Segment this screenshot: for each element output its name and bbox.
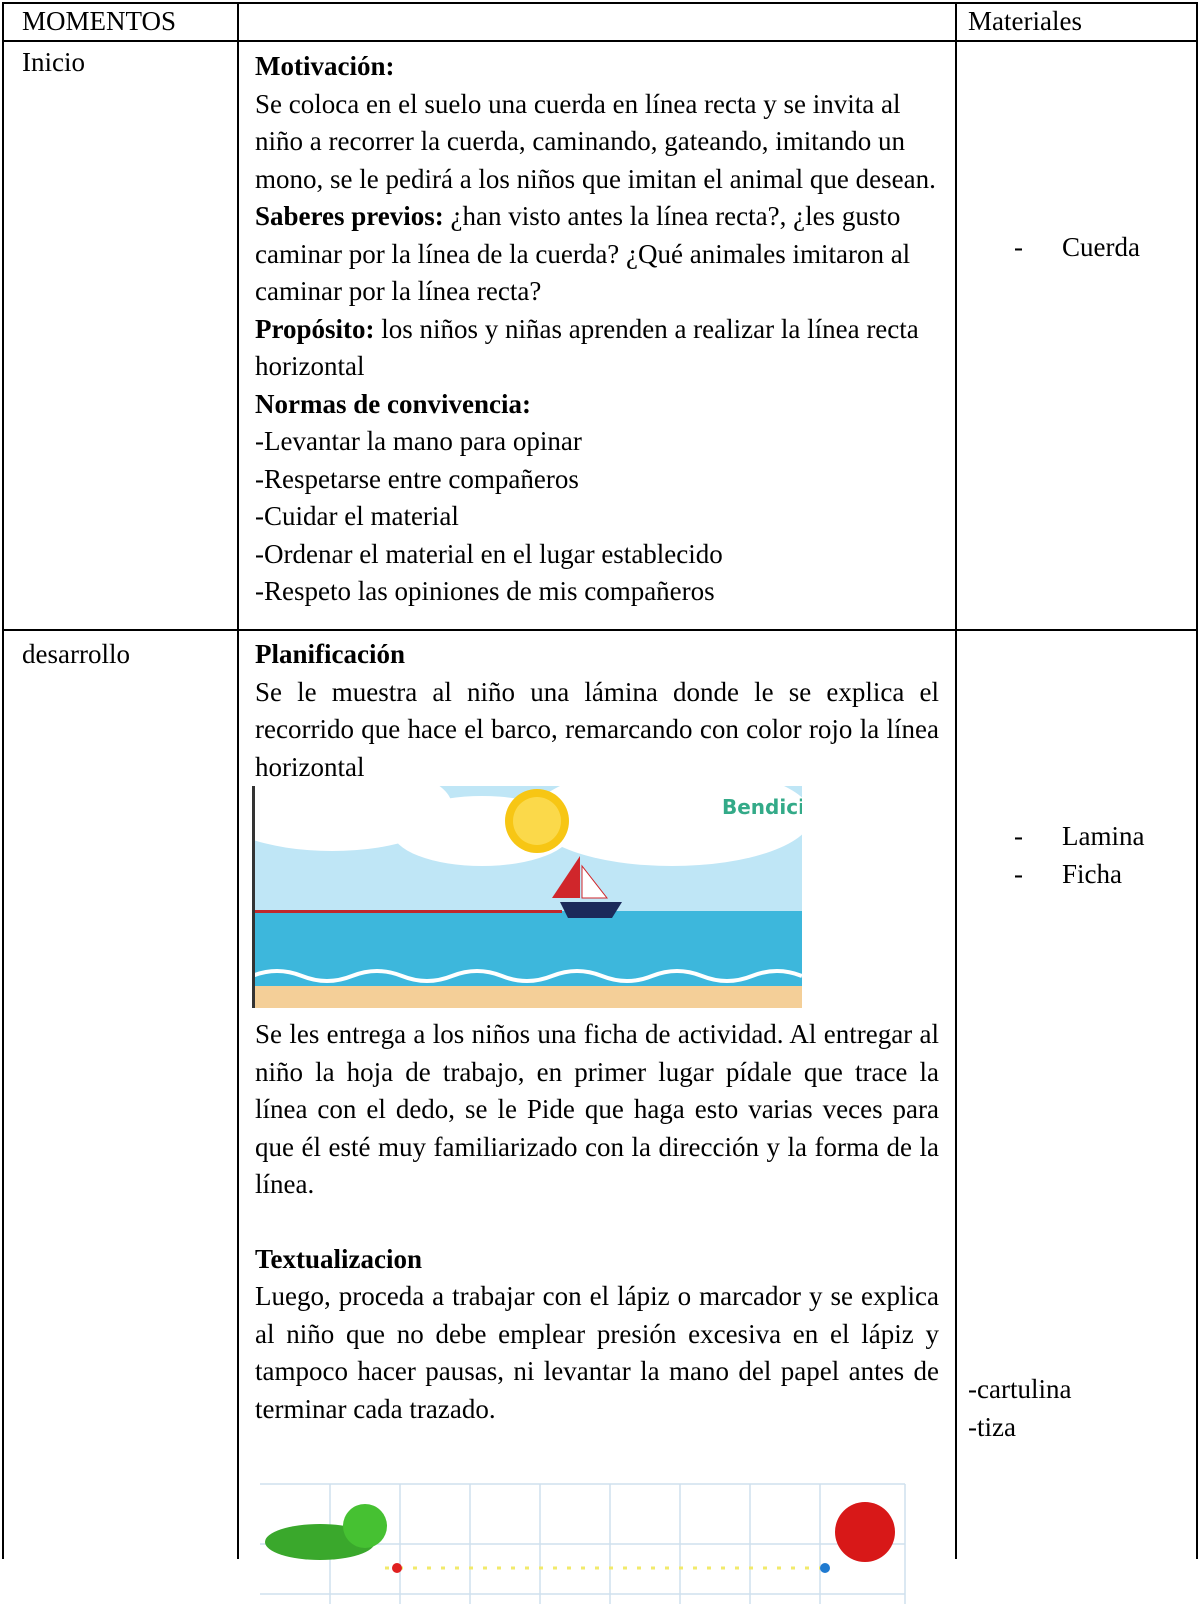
norm: -Respetarse entre compañeros <box>255 463 579 494</box>
label: Propósito: <box>255 313 375 344</box>
boat-image: Bendici <box>252 786 802 1008</box>
norm: -Cuidar el material <box>255 501 459 531</box>
marker: - <box>1014 821 1023 851</box>
border <box>237 2 239 1559</box>
moment: desarrollo <box>22 639 130 669</box>
label: Saberes previos: <box>255 201 444 231</box>
border <box>2 2 1197 4</box>
text: Se coloca en el suelo una cuerda en líne… <box>255 88 936 194</box>
norm: -Levantar la mano para opinar <box>255 426 582 456</box>
norm: -Ordenar el material en el lugar estable… <box>255 538 723 569</box>
text: los niños y niñas aprenden a realizar la… <box>255 313 919 382</box>
norms-list: -Levantar la mano para opinar -Respetarse… <box>255 423 939 611</box>
border <box>2 2 4 1559</box>
material-text: Ficha <box>1062 859 1122 889</box>
header-cell: MOMENTOS <box>22 6 177 36</box>
material: - Cuerda <box>1014 229 1140 267</box>
text: Se les entrega a los niños una ficha de … <box>255 1019 939 1199</box>
border <box>1196 2 1198 1559</box>
marker: - <box>1014 859 1023 889</box>
material: -tiza <box>968 1412 1016 1442</box>
label: Textualizacion <box>255 1243 423 1274</box>
material: - Ficha <box>1014 856 1122 894</box>
header-cell: Materiales <box>968 6 1082 36</box>
border <box>2 40 1197 42</box>
norm: -Respeto las opiniones de mis compañeros <box>255 576 715 606</box>
material-text: Lamina <box>1062 821 1145 851</box>
content: Motivación: Se coloca en el suelo una cu… <box>255 48 939 611</box>
material: -cartulina <box>968 1374 1072 1404</box>
border <box>955 2 957 1559</box>
label: Planificación <box>255 639 405 669</box>
content: Planificación Se le muestra al niño una … <box>252 636 939 1604</box>
border <box>2 629 1197 631</box>
label: Motivación: <box>255 51 395 81</box>
moment: Inicio <box>22 47 85 77</box>
marker: - <box>1014 232 1023 262</box>
material: - Lamina <box>1014 818 1144 856</box>
text: Se le muestra al niño una lámina donde l… <box>255 676 939 782</box>
image-text: Bendici <box>722 795 802 819</box>
text: ¿han visto antes la línea recta?, ¿les g… <box>255 201 911 306</box>
text: Luego, proceda a trabajar con el lápiz o… <box>255 1281 939 1424</box>
worksheet-image <box>260 1483 906 1604</box>
material-text: Cuerda <box>1062 232 1140 262</box>
label: Normas de convivencia: <box>255 388 531 419</box>
